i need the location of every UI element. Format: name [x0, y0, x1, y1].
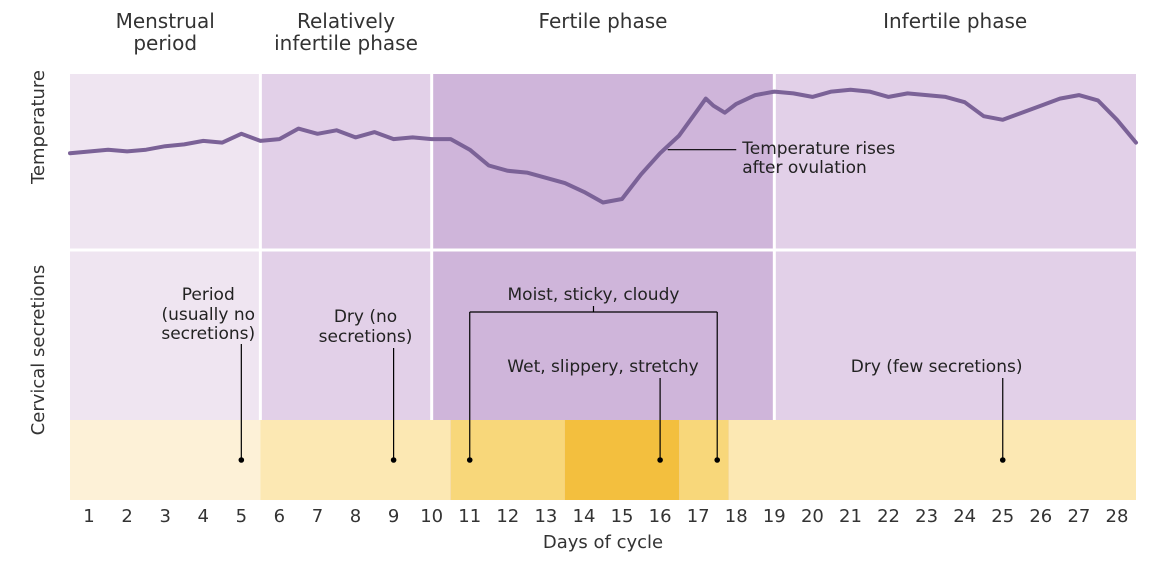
callout-dry2-text: Dry (few secretions)	[827, 358, 1047, 378]
callout-moist-text: Moist, sticky, cloudy	[483, 286, 703, 306]
x-tick: 1	[83, 506, 94, 527]
x-tick: 20	[801, 506, 824, 527]
x-tick: 24	[953, 506, 976, 527]
x-tick: 21	[839, 506, 862, 527]
x-tick: 2	[121, 506, 132, 527]
y-label-secretions: Cervical secretions	[28, 240, 49, 460]
y-label-temperature: Temperature	[28, 37, 49, 217]
x-tick: 7	[312, 506, 323, 527]
secretion-band	[260, 420, 450, 500]
x-tick: 4	[198, 506, 209, 527]
x-tick: 26	[1029, 506, 1052, 527]
phase-label: Infertile phase	[835, 10, 1075, 32]
temp-callout-text: Temperature risesafter ovulation	[742, 140, 895, 179]
x-tick: 25	[991, 506, 1014, 527]
x-tick: 17	[687, 506, 710, 527]
x-tick: 23	[915, 506, 938, 527]
x-tick: 12	[496, 506, 519, 527]
phase-label: Relativelyinfertile phase	[226, 10, 466, 54]
x-tick: 19	[763, 506, 786, 527]
x-axis-label: Days of cycle	[523, 532, 683, 553]
x-tick: 11	[458, 506, 481, 527]
callout-dry1-text: Dry (nosecretions)	[296, 308, 436, 347]
x-tick: 5	[236, 506, 247, 527]
x-tick: 28	[1106, 506, 1129, 527]
x-tick: 3	[159, 506, 170, 527]
secretion-band	[70, 420, 260, 500]
callout-period-text: Period(usually nosecretions)	[133, 286, 283, 345]
x-tick: 10	[420, 506, 443, 527]
callout-wet-text: Wet, slippery, stretchy	[493, 358, 713, 378]
x-tick: 15	[611, 506, 634, 527]
x-tick: 14	[573, 506, 596, 527]
secretion-band	[729, 420, 1136, 500]
menstrual-cycle-chart: Temperature risesafter ovulationMenstrua…	[0, 0, 1151, 576]
x-tick: 22	[877, 506, 900, 527]
x-tick: 16	[649, 506, 672, 527]
x-tick: 9	[388, 506, 399, 527]
x-tick: 6	[274, 506, 285, 527]
x-tick: 13	[534, 506, 557, 527]
x-tick: 27	[1067, 506, 1090, 527]
secretion-band	[679, 420, 728, 500]
x-tick: 8	[350, 506, 361, 527]
x-tick: 18	[725, 506, 748, 527]
phase-label: Fertile phase	[483, 10, 723, 32]
